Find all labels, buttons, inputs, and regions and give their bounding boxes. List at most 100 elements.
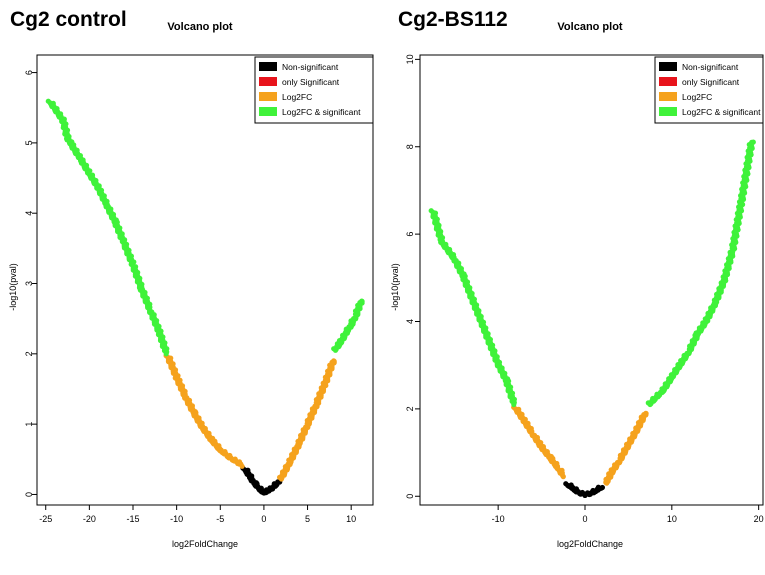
left-data-point xyxy=(121,242,127,248)
right-data-point xyxy=(547,456,553,462)
left-y-tick-label: 2 xyxy=(24,351,34,356)
left-y-axis-label: -log10(pval) xyxy=(8,263,18,311)
left-x-tick-label: 10 xyxy=(346,514,356,524)
right-data-point xyxy=(495,362,501,368)
left-data-point xyxy=(239,463,245,469)
left-y-tick-label: 1 xyxy=(24,422,34,427)
right-legend-label: only Significant xyxy=(682,77,740,87)
left-data-point xyxy=(352,314,359,320)
right-x-tick-label: 0 xyxy=(582,514,587,524)
left-data-point xyxy=(60,119,66,125)
left-legend-swatch xyxy=(259,92,277,101)
left-legend-label: Non-significant xyxy=(282,62,339,72)
right-legend-swatch xyxy=(659,107,677,116)
left-data-point xyxy=(249,477,255,483)
right-data-point xyxy=(430,209,436,215)
right-data-point xyxy=(556,467,562,473)
right-x-tick-label: 20 xyxy=(754,514,764,524)
left-data-point xyxy=(95,186,101,192)
right-data-point xyxy=(704,318,710,325)
right-data-point xyxy=(539,445,545,451)
left-legend-label: Log2FC xyxy=(282,92,312,102)
right-y-axis-label: -log10(pval) xyxy=(390,263,400,311)
right-x-axis-label: log2FoldChange xyxy=(557,539,623,549)
left-data-point xyxy=(86,171,92,178)
right-y-tick-label: 8 xyxy=(405,144,415,149)
right-data-point xyxy=(586,491,592,498)
left-legend-swatch xyxy=(259,107,277,116)
right-plot-frame xyxy=(419,54,764,506)
left-data-point xyxy=(112,221,119,227)
right-data-point xyxy=(738,200,744,207)
left-x-tick-label: 5 xyxy=(305,514,310,524)
right-data-point xyxy=(591,490,597,496)
right-data-point xyxy=(695,332,701,338)
left-data-point xyxy=(344,330,350,336)
left-data-point xyxy=(313,403,319,409)
right-data-point xyxy=(634,428,640,434)
left-data-point xyxy=(226,455,232,461)
right-data-point xyxy=(439,240,445,246)
left-data-point xyxy=(64,136,71,142)
right-series-non-significant xyxy=(563,481,606,498)
left-data-point xyxy=(332,347,339,353)
left-data-point xyxy=(331,358,337,364)
right-data-point xyxy=(712,301,718,307)
right-data-point xyxy=(469,297,475,303)
left-x-tick-label: -5 xyxy=(216,514,224,524)
left-legend-label: only Significant xyxy=(282,77,340,87)
left-x-tick-label: 0 xyxy=(261,514,266,524)
right-panel-label: Cg2-BS112 xyxy=(398,8,508,31)
left-data-point xyxy=(156,330,162,336)
left-data-point xyxy=(147,309,154,315)
right-legend-swatch xyxy=(659,62,677,71)
left-x-tick-label: -10 xyxy=(170,514,183,524)
right-chart-title: Volcano plot xyxy=(557,21,623,33)
left-x-axis-label: log2FoldChange xyxy=(172,539,238,549)
left-data-point xyxy=(296,442,302,448)
left-y-tick-label: 6 xyxy=(24,70,34,75)
left-data-point xyxy=(273,482,279,488)
left-data-point xyxy=(338,340,344,346)
right-data-point xyxy=(452,257,458,263)
left-data-point xyxy=(174,375,180,381)
right-data-point xyxy=(730,249,736,255)
right-data-point xyxy=(625,443,632,449)
left-data-point xyxy=(139,287,145,294)
right-data-point xyxy=(677,362,684,368)
right-data-point xyxy=(660,388,666,394)
right-data-point xyxy=(647,401,653,408)
left-legend-swatch xyxy=(259,62,277,71)
right-data-point xyxy=(511,401,517,408)
left-y-tick-label: 5 xyxy=(24,140,34,145)
left-data-point xyxy=(208,438,215,444)
left-x-tick-label: -15 xyxy=(126,514,139,524)
right-data-point xyxy=(721,279,727,285)
left-series-log2fc-significant xyxy=(45,98,365,357)
right-legend-label: Log2FC & significant xyxy=(682,107,761,117)
left-data-point xyxy=(182,394,188,400)
left-chart-title: Volcano plot xyxy=(167,21,233,33)
left-data-point xyxy=(217,448,223,454)
left-data-point xyxy=(130,263,136,269)
right-series-log2fc-significant xyxy=(428,139,756,408)
right-data-point xyxy=(569,485,575,491)
right-y-tick-label: 0 xyxy=(405,494,415,499)
left-data-point xyxy=(359,298,365,304)
left-data-point xyxy=(78,157,84,164)
left-data-point xyxy=(278,476,284,482)
right-legend-swatch xyxy=(659,77,677,86)
right-data-point xyxy=(604,480,610,486)
right-data-point xyxy=(582,492,588,498)
left-data-point xyxy=(235,460,241,467)
left-data-point xyxy=(304,422,311,429)
right-data-point xyxy=(504,380,510,386)
right-x-tick-label: -10 xyxy=(492,514,505,524)
left-data-point xyxy=(163,351,169,357)
left-legend-swatch xyxy=(259,77,277,86)
right-data-point xyxy=(669,375,675,381)
right-data-point xyxy=(595,487,601,493)
left-y-tick-label: 0 xyxy=(24,492,34,497)
right-legend-label: Non-significant xyxy=(682,62,739,72)
right-data-point xyxy=(530,432,536,438)
